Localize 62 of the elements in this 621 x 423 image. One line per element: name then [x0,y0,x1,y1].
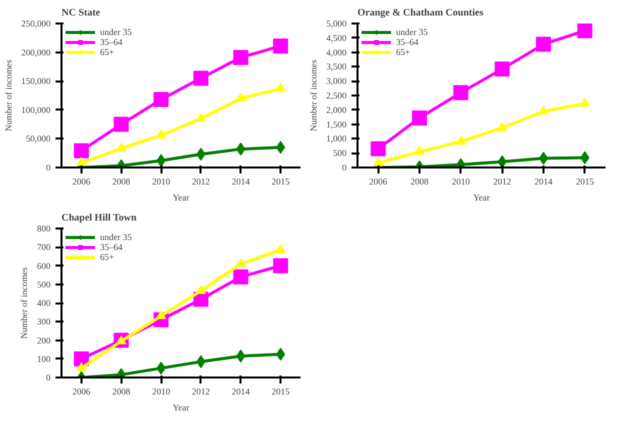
legend-label: 35–64 [100,37,122,47]
y-tick-label: 500 [37,279,51,290]
y-tick-label: 700 [37,242,51,252]
x-axis-title: Year [172,402,190,412]
y-tick-label: 100,000 [21,104,51,115]
x-tick-label: 2014 [232,176,250,186]
y-tick-label: 250,000 [21,18,51,28]
chart-title: Orange & Chatham Counties [358,8,484,18]
x-tick-label: 2010 [152,176,171,186]
x-tick-label: 2006 [72,176,91,186]
legend-label: 35–64 [396,37,418,47]
legend-label: under 35 [100,232,132,242]
x-tick-label: 2012 [192,386,210,396]
y-tick-label: 1,500 [326,119,347,130]
chart-title: Chapel Hill Town [62,212,137,224]
y-tick-label: 4,500 [326,32,347,43]
y-tick-label: 3,500 [326,62,347,72]
y-tick-label: 0 [46,372,51,382]
x-tick-label: 2012 [192,176,210,186]
x-tick-label: 2008 [112,386,131,396]
y-tick-label: 600 [37,260,51,271]
y-tick-label: 200,000 [21,47,51,58]
y-tick-label: 500 [333,148,347,158]
y-tick-label: 2,500 [326,90,347,100]
legend-label: 65+ [396,47,412,57]
x-tick-label: 2010 [452,176,470,186]
y-tick-label: 100 [37,354,51,364]
x-tick-label: 2010 [152,386,171,396]
legend-label: 65+ [100,47,116,57]
x-tick-label: 2015 [272,386,290,396]
y-tick-label: 1,000 [326,134,347,144]
x-tick-label: 2015 [272,176,290,186]
x-tick-label: 2014 [232,386,250,396]
y-tick-label: 0 [342,162,347,172]
legend-label: 35–64 [100,242,122,252]
x-tick-label: 2008 [112,176,131,186]
y-tick-label: 400 [37,298,51,308]
x-tick-label: 2015 [576,176,594,186]
y-tick-label: 5,000 [326,18,347,28]
y-tick-label: 3,000 [326,76,347,86]
x-tick-label: 2006 [72,386,91,396]
y-tick-label: 200 [37,335,51,346]
y-axis-title: Number of incomes [19,266,29,339]
y-tick-label: 150,000 [21,76,51,86]
chart-title: NC State [62,8,101,18]
x-axis-title: Year [172,192,190,202]
x-tick-label: 2006 [369,176,388,186]
y-axis-title: Number of incomes [308,59,318,132]
y-tick-label: 0 [46,162,51,172]
y-tick-label: 300 [37,316,51,327]
x-tick-label: 2008 [410,176,429,186]
y-tick-label: 2,000 [326,104,347,115]
y-tick-label: 4,000 [326,47,347,58]
y-axis-title: Number of incomes [3,59,14,132]
legend-label: 65+ [100,252,116,262]
y-tick-label: 800 [37,224,51,234]
legend-label: under 35 [100,27,132,37]
legend-label: under 35 [396,27,428,37]
x-tick-label: 2014 [534,176,553,186]
x-axis-title: Year [473,192,490,202]
y-tick-label: 50,000 [26,134,51,144]
x-tick-label: 2012 [493,176,512,186]
